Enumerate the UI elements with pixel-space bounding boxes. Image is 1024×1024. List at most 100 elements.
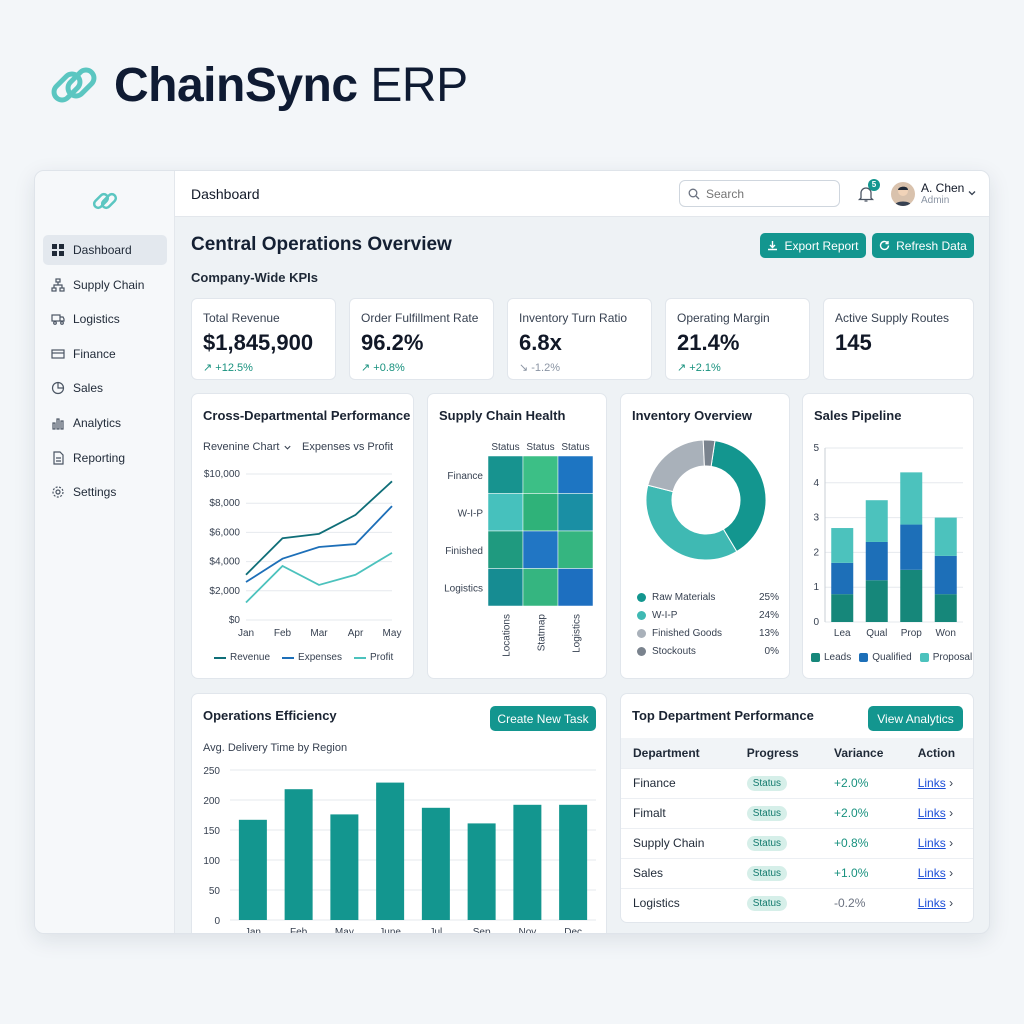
money-icon xyxy=(51,349,65,359)
status-badge: Status xyxy=(746,866,788,881)
links-link[interactable]: Links xyxy=(917,896,946,911)
bar-segment-proposal xyxy=(934,517,957,556)
heatmap-cell xyxy=(522,568,559,607)
links-link[interactable]: Links xyxy=(917,776,946,790)
legend-label: Profit xyxy=(369,652,394,663)
kpi-label: Inventory Turn Ratio xyxy=(519,311,628,325)
bar xyxy=(467,823,496,920)
heatmap-row-label: Finished xyxy=(445,546,483,557)
sidebar: Dashboard Supply Chain Logistics Finance… xyxy=(35,171,175,933)
legend-label: Stockouts xyxy=(652,645,696,657)
y-tick-label: 0 xyxy=(214,916,220,927)
avatar[interactable] xyxy=(891,182,915,206)
x-tick-label: Apr xyxy=(348,628,364,639)
status-badge: Status xyxy=(746,776,788,791)
x-tick-label: May xyxy=(383,628,402,639)
y-tick-label: 200 xyxy=(203,796,220,807)
heatmap-x-label: Logistics xyxy=(572,614,583,653)
legend-label: Leads xyxy=(824,652,852,663)
legend-value: 25% xyxy=(758,591,779,603)
y-tick-label: $4,000 xyxy=(209,557,240,568)
bar-segment-proposal xyxy=(865,500,888,542)
donut-slice xyxy=(647,439,705,493)
heatmap-cell xyxy=(557,530,594,569)
y-tick-label: 4 xyxy=(813,478,819,489)
sidebar-item-finance[interactable]: Finance xyxy=(43,339,167,369)
heatmap-column-label: Status xyxy=(491,442,519,453)
chart-type-dropdown[interactable]: Revenine Chart xyxy=(203,441,292,453)
kpi-delta: ↗ +0.8% xyxy=(361,362,405,374)
create-task-button[interactable]: Create New Task xyxy=(490,706,596,731)
status-badge: Status xyxy=(746,896,788,912)
heatmap-cell xyxy=(487,493,524,532)
search-box[interactable] xyxy=(679,180,840,207)
progress-cell: Status xyxy=(734,857,823,888)
x-tick-label: Won xyxy=(936,628,956,639)
y-tick-label: 3 xyxy=(813,513,819,524)
series-line-profit xyxy=(245,552,393,604)
export-report-button[interactable]: Export Report xyxy=(760,233,866,258)
progress-cell: Status xyxy=(734,767,823,798)
department-cell: Finance xyxy=(621,767,735,798)
links-link[interactable]: Links xyxy=(917,866,946,880)
page-title: Dashboard xyxy=(191,186,260,202)
table-row: Sales Status +1.0% Links › xyxy=(621,857,973,888)
card-title: Top Department Performance xyxy=(632,708,814,723)
links-link[interactable]: Links xyxy=(917,806,946,820)
legend-item: Raw Materials 25% xyxy=(637,588,779,606)
bar-segment-proposal xyxy=(831,528,854,563)
heatmap: Status Status Status Finance W-I-P Finished Lo… xyxy=(444,442,594,657)
legend-label: W-I-P xyxy=(652,609,678,621)
variance-cell: -0.2% xyxy=(822,887,906,918)
heatmap-cell xyxy=(522,455,559,494)
sidebar-item-analytics[interactable]: Analytics xyxy=(43,408,167,438)
kpi-value: $1,845,900 xyxy=(203,330,314,355)
variance-cell: +2.0% xyxy=(822,797,906,828)
sidebar-item-logistics[interactable]: Logistics xyxy=(43,304,167,334)
chevron-right-icon: › xyxy=(949,806,954,820)
main-title: Central Operations Overview xyxy=(191,234,452,255)
x-tick-label: Jan xyxy=(245,927,261,934)
refresh-data-button[interactable]: Refresh Data xyxy=(872,233,974,258)
heatmap-row-label: Logistics xyxy=(444,583,483,594)
bar-segment-qualified xyxy=(900,524,923,570)
chevron-right-icon: › xyxy=(949,836,954,850)
sidebar-item-dashboard[interactable]: Dashboard xyxy=(43,235,167,265)
legend-item: Leads xyxy=(811,652,851,663)
heatmap-cell xyxy=(522,493,559,532)
department-cell: Sales xyxy=(621,857,735,888)
kpi-value: 96.2% xyxy=(361,330,424,355)
variance-cell: +1.0% xyxy=(822,857,906,888)
legend-item: Expenses xyxy=(282,652,342,663)
brand: ChainSync ERP xyxy=(46,58,468,113)
x-tick-label: Nov xyxy=(518,927,536,934)
heatmap-cell xyxy=(557,455,594,494)
department-cell: Fimalt xyxy=(621,797,735,828)
x-tick-label: Prop xyxy=(901,628,923,639)
kpi-label: Operating Margin xyxy=(677,311,770,325)
bar xyxy=(330,814,359,920)
heatmap-column-label: Status xyxy=(526,442,554,453)
legend-label: Finished Goods xyxy=(652,627,723,639)
sidebar-item-supply-chain[interactable]: Supply Chain xyxy=(43,270,167,300)
chevron-down-icon[interactable] xyxy=(967,188,977,198)
search-input[interactable] xyxy=(706,186,826,201)
donut-chart xyxy=(645,439,767,561)
links-link[interactable]: Links xyxy=(917,836,946,850)
legend-swatch xyxy=(919,653,929,662)
x-tick-label: Sep xyxy=(473,927,491,934)
action-cell: Links › xyxy=(905,797,973,828)
sidebar-item-sales[interactable]: Sales xyxy=(43,373,167,403)
view-analytics-button[interactable]: View Analytics xyxy=(868,706,963,731)
sidebar-item-settings[interactable]: Settings xyxy=(43,477,167,507)
supply-chain-health-card: Supply Chain Health Status Status Status Fi… xyxy=(427,393,607,679)
bar-segment-leads xyxy=(831,594,854,622)
progress-cell: Status xyxy=(734,827,823,858)
sidebar-item-reporting[interactable]: Reporting xyxy=(43,443,167,473)
legend-item: Qualified xyxy=(859,652,912,663)
legend-swatch xyxy=(282,656,295,659)
heatmap-x-label: Locations xyxy=(502,614,513,657)
chain-link-icon xyxy=(51,67,97,102)
chart-legend: Revenue Expenses Profit xyxy=(214,652,393,663)
sidebar-item-label: Sales xyxy=(73,381,104,396)
